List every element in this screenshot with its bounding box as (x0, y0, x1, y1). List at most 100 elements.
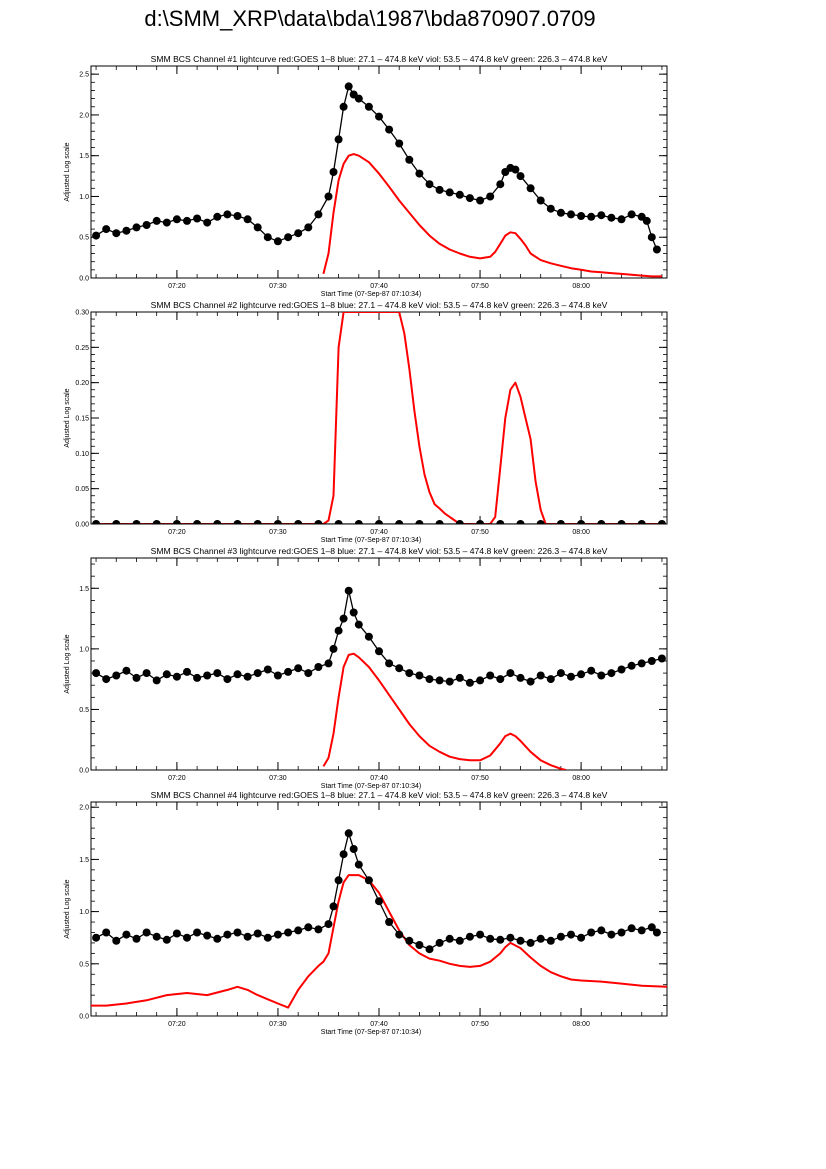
data-point-1-33 (395, 139, 404, 148)
chart-frame-2 (90, 311, 668, 525)
data-point-4-52 (587, 928, 596, 937)
data-point-4-19 (284, 928, 293, 937)
data-point-2-9 (273, 520, 282, 524)
data-point-4-26 (339, 850, 348, 859)
data-point-3-41 (476, 676, 485, 685)
data-point-1-40 (465, 194, 474, 203)
data-point-4-54 (607, 930, 616, 939)
data-point-3-52 (587, 666, 596, 675)
data-point-4-20 (294, 926, 303, 935)
data-point-1-49 (536, 196, 545, 205)
data-point-4-58 (647, 923, 656, 932)
data-point-3-56 (627, 661, 636, 670)
y-tick-label-1-2: 1.0 (79, 194, 89, 201)
y-tick-label-4-1: 0.5 (79, 961, 89, 968)
chart-ylabel-2: Adjusted Log scale (64, 388, 71, 447)
data-point-2-24 (577, 520, 586, 524)
data-point-3-54 (607, 669, 616, 678)
data-point-3-19 (284, 667, 293, 676)
data-point-3-17 (263, 665, 272, 674)
data-point-2-28 (657, 520, 666, 524)
data-point-1-7 (162, 218, 171, 227)
x-tick-label-3-3: 07:50 (471, 775, 489, 782)
data-point-4-53 (597, 926, 606, 935)
y-tick-label-3-0: 0.0 (79, 768, 89, 775)
data-point-4-41 (476, 930, 485, 939)
data-point-1-35 (415, 169, 424, 178)
data-point-4-3 (122, 930, 131, 939)
data-point-4-23 (324, 920, 333, 929)
data-point-2-2 (132, 520, 141, 524)
data-point-1-60 (642, 216, 651, 225)
data-point-3-46 (526, 677, 535, 686)
chart-title-3: SMM BCS Channel #3 lightcurve red:GOES 1… (151, 546, 608, 556)
x-tick-label-4-4: 08:00 (572, 1021, 590, 1028)
series-line-2-goes (96, 312, 662, 524)
data-point-4-35 (415, 941, 424, 949)
data-point-3-42 (486, 671, 495, 680)
data-point-1-30 (364, 102, 373, 111)
data-point-3-39 (455, 673, 464, 682)
chart-xlabel-1: Start Time (07-Sep-87 07:10:34) (321, 291, 421, 298)
data-point-3-59 (657, 654, 666, 663)
data-point-1-50 (546, 204, 555, 213)
data-point-3-25 (334, 626, 343, 635)
data-point-4-38 (445, 934, 454, 943)
data-point-1-61 (647, 233, 656, 242)
data-point-3-6 (152, 676, 161, 685)
data-point-4-27 (344, 829, 353, 838)
data-point-1-3 (122, 226, 131, 235)
data-point-2-26 (617, 520, 626, 524)
data-point-3-3 (122, 666, 131, 675)
y-tick-label-1-5: 2.5 (79, 72, 89, 79)
y-tick-label-3-2: 1.0 (79, 646, 89, 653)
data-point-4-15 (243, 932, 252, 941)
data-point-4-34 (405, 936, 414, 945)
data-point-1-17 (263, 233, 272, 242)
y-tick-label-1-0: 0.0 (79, 276, 89, 283)
chart-title-2: SMM BCS Channel #2 lightcurve red:GOES 1… (151, 300, 608, 310)
data-point-4-16 (253, 929, 262, 938)
data-point-1-20 (294, 229, 303, 238)
data-point-2-15 (395, 520, 404, 524)
data-point-1-22 (314, 210, 323, 219)
data-point-4-12 (213, 934, 222, 943)
x-tick-label-2-3: 07:50 (471, 529, 489, 536)
data-point-4-21 (304, 923, 313, 932)
data-point-3-4 (132, 673, 141, 682)
data-point-2-18 (455, 520, 464, 524)
data-point-1-2 (112, 229, 121, 238)
data-point-1-4 (132, 223, 141, 232)
x-tick-label-1-4: 08:00 (572, 283, 590, 290)
data-point-1-14 (233, 212, 242, 220)
data-point-4-44 (506, 933, 515, 942)
x-tick-label-1-3: 07:50 (471, 283, 489, 290)
data-point-2-5 (193, 520, 202, 524)
data-point-4-42 (486, 934, 495, 943)
data-point-3-16 (253, 669, 262, 678)
data-point-3-8 (172, 672, 181, 681)
data-point-1-43 (496, 180, 505, 189)
data-point-2-6 (213, 520, 222, 524)
chart-xlabel-2: Start Time (07-Sep-87 07:10:34) (321, 537, 421, 544)
data-point-1-23 (324, 192, 333, 201)
chart-ylabel-4: Adjusted Log scale (64, 879, 71, 938)
x-tick-label-4-1: 07:30 (269, 1021, 287, 1028)
data-point-3-0 (92, 669, 101, 678)
data-point-4-43 (496, 935, 505, 944)
data-point-2-8 (253, 520, 262, 524)
data-point-4-29 (354, 860, 363, 869)
data-point-3-20 (294, 664, 303, 673)
data-point-1-53 (577, 212, 586, 220)
data-point-2-22 (536, 520, 545, 524)
data-point-3-53 (597, 671, 606, 680)
data-point-4-25 (334, 876, 343, 885)
y-tick-label-4-4: 2.0 (79, 805, 89, 812)
data-point-2-27 (637, 520, 646, 524)
data-point-3-33 (395, 664, 404, 673)
data-point-3-37 (435, 676, 444, 685)
data-point-4-9 (183, 933, 191, 942)
chart-title-1: SMM BCS Channel #1 lightcurve red:GOES 1… (151, 54, 608, 64)
y-tick-label-4-2: 1.0 (79, 909, 89, 916)
